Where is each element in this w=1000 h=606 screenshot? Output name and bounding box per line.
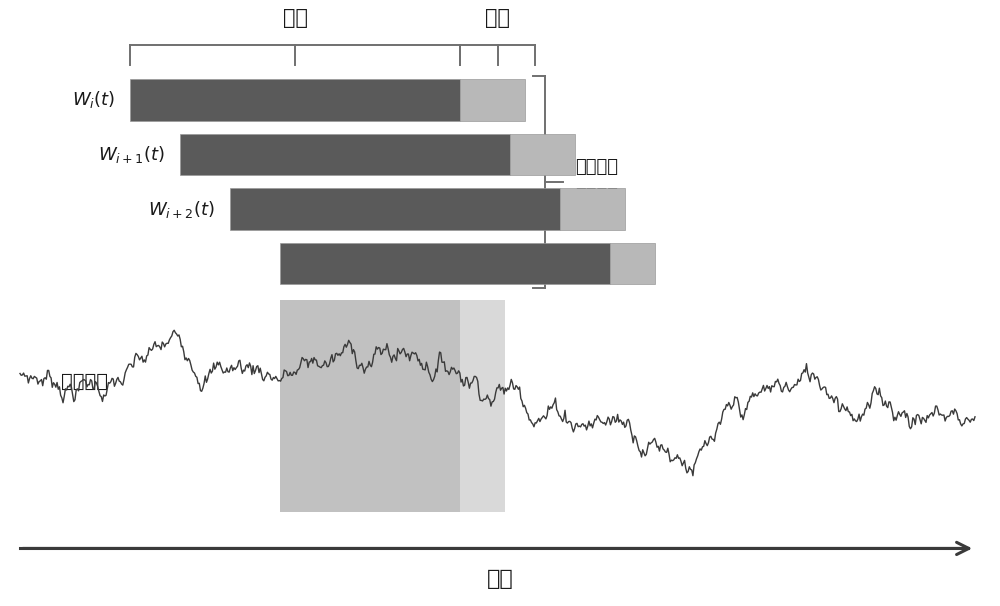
Bar — [510, 134, 575, 175]
Bar — [460, 300, 505, 512]
Text: 时间: 时间 — [487, 568, 513, 589]
Bar — [130, 79, 460, 121]
Text: 未来: 未来 — [485, 8, 510, 28]
Text: $W_i(t)$: $W_i(t)$ — [72, 90, 115, 110]
Bar — [280, 243, 610, 284]
Bar — [610, 243, 655, 284]
Text: 固定时间
滑动窗口: 固定时间 滑动窗口 — [575, 158, 618, 205]
Bar — [230, 188, 560, 230]
Bar — [560, 188, 625, 230]
Text: 股票数据: 股票数据 — [62, 372, 108, 391]
Bar — [460, 79, 525, 121]
Text: 历史: 历史 — [283, 8, 308, 28]
Bar — [180, 134, 510, 175]
Text: $W_{i+1}(t)$: $W_{i+1}(t)$ — [98, 144, 165, 165]
Bar — [280, 300, 460, 512]
Text: $W_{i+2}(t)$: $W_{i+2}(t)$ — [148, 199, 215, 219]
